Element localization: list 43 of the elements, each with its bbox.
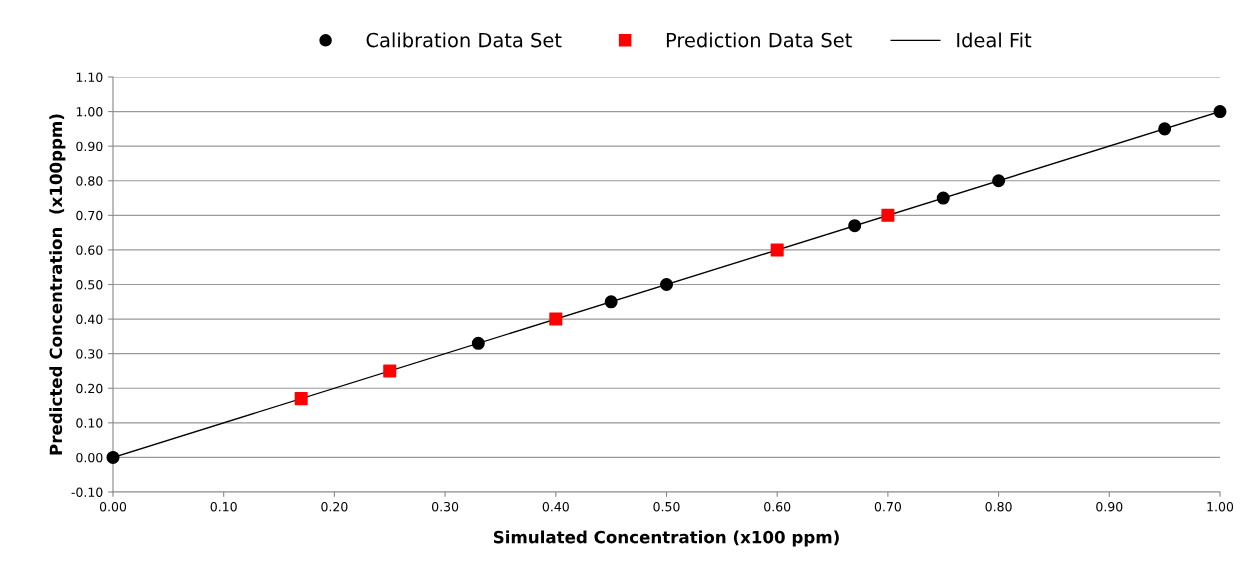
point	[549, 312, 563, 326]
y-tick-label: 0.60	[76, 245, 103, 255]
legend-label: Prediction Data Set	[666, 32, 852, 48]
x-tick-label: 0.10	[210, 501, 237, 512]
x-tick-label: 0.30	[432, 501, 459, 512]
x-tick-label: 0.90	[1096, 501, 1123, 512]
y-tick-label: 0.80	[76, 176, 103, 186]
point	[1158, 122, 1172, 136]
y-tick-label: 0.20	[76, 383, 103, 394]
point	[383, 364, 397, 378]
y-tick-label: 0.90	[76, 141, 103, 152]
y-tick-label: 1.00	[76, 107, 103, 117]
x-tick-label: 0.80	[985, 501, 1012, 512]
y-tick-label: 0.10	[76, 418, 103, 428]
point	[1213, 105, 1227, 119]
y-tick-label: 0.00	[76, 452, 103, 463]
point	[604, 295, 618, 309]
y-tick-label: 0.50	[76, 279, 103, 290]
x-tick-label: 0.00	[99, 501, 127, 512]
point	[848, 219, 862, 233]
legend-label: Ideal Fit	[957, 32, 1032, 48]
point	[881, 208, 895, 222]
legend-label: Calibration Data Set	[366, 32, 562, 48]
x-tick-label: 0.20	[321, 501, 348, 512]
y-tick-label: 0.40	[76, 314, 103, 325]
point	[992, 174, 1006, 188]
point	[770, 243, 784, 257]
x-tick-label: 0.40	[542, 501, 569, 512]
y-tick-label: 1.10	[76, 72, 103, 82]
point	[659, 277, 674, 292]
x-tick-label: 1.00	[1207, 501, 1234, 512]
y-tick-label: -0.10	[71, 487, 103, 497]
point	[936, 191, 950, 205]
y-tick-label: 0.70	[76, 210, 103, 221]
y-tick-label: 0.30	[76, 349, 103, 359]
y-axis-title: Predicted Concentration (x100ppm)	[49, 114, 66, 455]
x-tick-label: 0.50	[653, 501, 680, 512]
x-tick-label: 0.60	[764, 501, 791, 512]
x-tick-label: 0.70	[874, 501, 901, 512]
point	[294, 392, 308, 406]
point	[471, 336, 485, 350]
x-axis-title: Simulated Concentration (x100 ppm)	[493, 530, 839, 547]
point	[106, 450, 120, 464]
